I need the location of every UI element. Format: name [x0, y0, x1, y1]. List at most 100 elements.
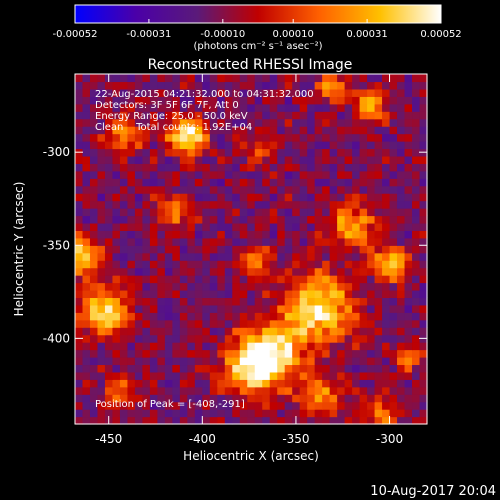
colorbar-tick-label: -0.00052 [53, 29, 98, 40]
heatmap-cell [202, 304, 211, 313]
heatmap-cell [119, 312, 129, 321]
plot-frame [74, 73, 428, 425]
heatmap-cell [292, 260, 301, 269]
heatmap-cell [337, 88, 346, 97]
heatmap-cell [247, 289, 256, 299]
heatmap-cell [329, 170, 338, 179]
heatmap-cell [232, 126, 241, 135]
heatmap-cell [337, 267, 346, 276]
heatmap-cell [179, 416, 188, 425]
heatmap-cell [217, 170, 226, 179]
heatmap-cell [337, 148, 346, 157]
heatmap-cell [299, 245, 308, 254]
heatmap-cell [209, 342, 218, 351]
heatmap-cell [367, 208, 376, 217]
heatmap-cell [179, 349, 188, 358]
heatmap-cell [112, 304, 121, 313]
heatmap-cell [239, 126, 248, 135]
heatmap-cell [157, 334, 166, 343]
heatmap-cell [344, 416, 353, 425]
heatmap-cell [112, 379, 121, 388]
heatmap-cell [89, 126, 99, 135]
heatmap-cell [142, 260, 151, 269]
heatmap-cell [352, 267, 361, 276]
heatmap-cell [404, 118, 413, 127]
heatmap-cell [247, 356, 256, 366]
heatmap-cell [277, 126, 286, 135]
heatmap-cell [239, 208, 248, 217]
heatmap-cell [239, 185, 248, 194]
heatmap-cell [75, 275, 84, 284]
heatmap-cell [404, 215, 413, 224]
heatmap-cell [397, 349, 406, 358]
heatmap-cell [404, 237, 413, 246]
heatmap-cell [142, 349, 151, 358]
heatmap-cell [172, 118, 181, 127]
heatmap-cell [97, 141, 106, 150]
heatmap-cell [337, 200, 346, 209]
heatmap-cell [217, 267, 226, 276]
heatmap-cell [419, 230, 428, 239]
heatmap-cell [382, 81, 391, 90]
heatmap-cell [104, 297, 114, 306]
heatmap-cell [194, 379, 203, 388]
heatmap-cell [104, 267, 114, 276]
heatmap-cell [329, 215, 338, 224]
heatmap-cell [352, 230, 361, 239]
heatmap-cell [404, 267, 413, 276]
heatmap-cell [217, 103, 226, 112]
heatmap-cell [412, 312, 421, 321]
heatmap-cell [292, 81, 301, 90]
heatmap-cell [314, 155, 323, 164]
heatmap-cell [232, 312, 241, 321]
heatmap-cell [104, 334, 114, 343]
heatmap-cell [329, 133, 338, 142]
heatmap-cell [254, 371, 263, 380]
heatmap-cell [412, 356, 421, 366]
heatmap-cell [97, 275, 106, 284]
heatmap-cell [224, 364, 233, 373]
heatmap-cell [397, 282, 406, 291]
heatmap-cell [172, 215, 181, 224]
heatmap-cell [314, 215, 323, 224]
heatmap-cell [97, 342, 106, 351]
heatmap-cell [389, 141, 398, 150]
heatmap-cell [247, 222, 256, 231]
heatmap-cell [202, 126, 211, 135]
heatmap-cell [397, 297, 406, 306]
heatmap-cell [142, 394, 151, 403]
heatmap-cell [344, 282, 353, 291]
heatmap-cell [307, 178, 316, 187]
heatmap-cell [374, 237, 383, 246]
heatmap-cell [239, 312, 248, 321]
heatmap-cell [299, 133, 308, 142]
heatmap-cell [292, 312, 301, 321]
heatmap-cell [119, 88, 129, 97]
heatmap-cell [329, 319, 338, 328]
heatmap-cell [82, 245, 91, 254]
heatmap-cell [322, 170, 331, 179]
heatmap-cell [157, 356, 166, 366]
heatmap-cell [277, 386, 286, 395]
heatmap-cell [232, 74, 241, 83]
heatmap-cell [404, 327, 413, 336]
heatmap-cell [412, 267, 421, 276]
heatmap-cell [382, 416, 391, 425]
heatmap-cell [187, 267, 196, 276]
heatmap-cell [164, 222, 173, 231]
heatmap-cell [404, 394, 413, 403]
heatmap-cell [322, 342, 331, 351]
heatmap-cell [194, 267, 203, 276]
heatmap-cell [97, 163, 106, 172]
heatmap-cell [367, 133, 376, 142]
heatmap-cell [209, 371, 218, 380]
heatmap-cell [224, 275, 233, 284]
heatmap-cell [142, 215, 151, 224]
heatmap-cell [89, 371, 99, 380]
heatmap-cell [112, 356, 121, 366]
heatmap-cell [412, 289, 421, 299]
heatmap-cell [247, 349, 256, 358]
heatmap-cell [149, 260, 158, 269]
heatmap-cell [149, 334, 158, 343]
heatmap-cell [277, 178, 286, 187]
